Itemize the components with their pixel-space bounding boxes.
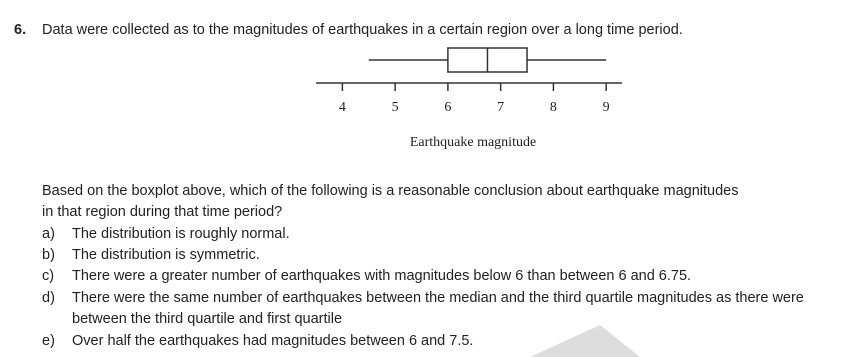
option-letter: e) [42, 333, 55, 349]
option: d) There were the same number of earthqua… [42, 288, 817, 330]
option-letter: a) [42, 226, 55, 242]
option-letter: d) [42, 290, 55, 306]
prompt: Based on the boxplot above, which of the… [42, 183, 739, 220]
option-letter: b) [42, 247, 55, 263]
option-text: The distribution is symmetric. [72, 247, 260, 263]
x-tick-label: 7 [497, 100, 504, 115]
x-tick-label: 8 [550, 100, 557, 115]
option: b) The distribution is symmetric. [42, 245, 817, 266]
x-tick-label: 6 [444, 100, 451, 115]
option-text: There were the same number of earthquake… [72, 290, 804, 327]
x-tick-label: 4 [339, 100, 346, 115]
option: a) The distribution is roughly normal. [42, 224, 817, 245]
x-axis-label: Earthquake magnitude [410, 135, 536, 150]
boxplot: 4 5 6 7 8 9 [316, 47, 622, 115]
x-tick-label: 9 [603, 100, 610, 115]
option: c) There were a greater number of earthqu… [42, 266, 817, 287]
option-text: The distribution is roughly normal. [72, 226, 290, 242]
option-text: Over half the earthquakes had magnitudes… [72, 333, 474, 349]
x-tick-label: 5 [392, 100, 399, 115]
question-number: 6. [14, 22, 27, 38]
option: e) Over half the earthquakes had magnitud… [42, 331, 817, 352]
watermark [530, 325, 640, 357]
question-text: Data were collected as to the magnitudes… [42, 22, 683, 38]
option-text: There were a greater number of earthquak… [72, 268, 692, 284]
option-letter: c) [42, 268, 55, 284]
